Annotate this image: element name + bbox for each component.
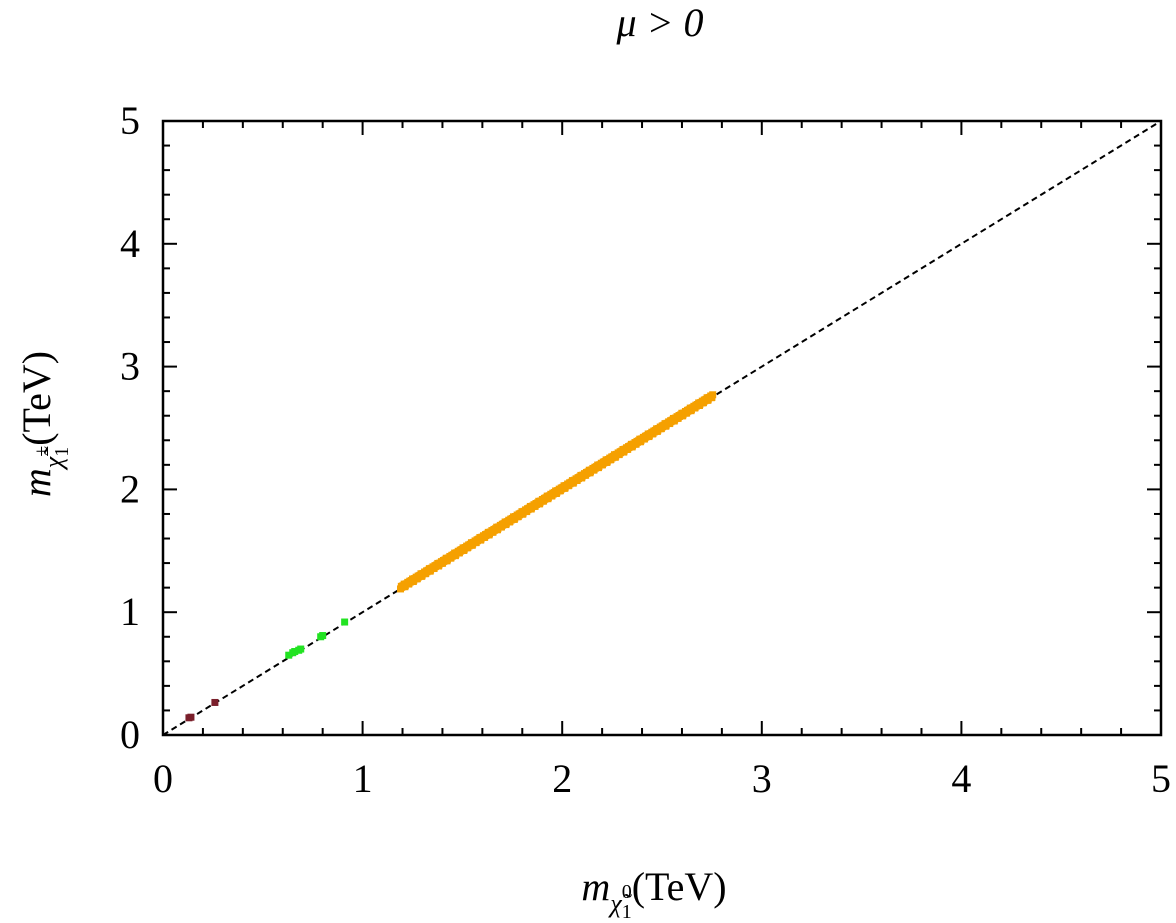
x-tick-label: 0 [153,756,173,801]
x-tick-label: 5 [1151,756,1171,801]
y-tick-label: 3 [120,344,140,389]
data-point [285,651,293,659]
x-axis-label: mχ̃10(TeV) [581,864,726,923]
y-tick-label: 2 [120,466,140,511]
chart-title: μ > 0 [615,0,703,45]
y-axis-label: mχ̃1±(TeV) [14,351,73,497]
data-point [187,713,195,721]
data-point [297,645,305,653]
data-point [341,618,349,626]
y-tick-label: 1 [120,589,140,634]
y-tick-label: 4 [120,221,140,266]
x-tick-label: 2 [552,756,572,801]
data-points [185,391,717,722]
plot-frame [161,119,1163,737]
data-point [709,391,717,399]
x-tick-label: 3 [752,756,772,801]
y-tick-label: 5 [120,98,140,143]
x-tick-label: 4 [951,756,971,801]
y-tick-label: 0 [120,712,140,757]
data-point [291,647,299,655]
labels: 0 1 2 3 4 5 0 1 2 3 4 5 μ > 0 mχ̃10(TeV) mχ̃1±(TeV) [14,0,1171,923]
data-point [211,698,219,706]
x-tick-label: 1 [353,756,373,801]
data-point [319,632,327,640]
